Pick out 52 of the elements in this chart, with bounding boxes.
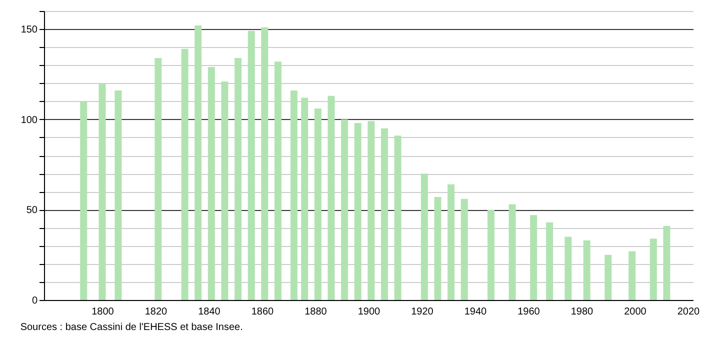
y-tick-label: 100: [20, 114, 38, 126]
bar: [314, 108, 322, 300]
x-tick-label: 1980: [570, 306, 594, 318]
bar: [114, 90, 122, 300]
x-tick-label: 1840: [198, 306, 221, 318]
bar: [394, 136, 402, 300]
bar: [628, 251, 636, 300]
bar: [301, 98, 308, 300]
bar: [341, 119, 348, 300]
bar: [487, 210, 494, 300]
bar: [248, 30, 255, 300]
bar: [261, 27, 268, 300]
bar: [194, 25, 202, 300]
source-note: Sources : base Cassini de l'EHESS et base Insee.: [20, 322, 243, 333]
bar: [530, 215, 538, 300]
bar: [80, 101, 88, 300]
bar: [420, 174, 428, 300]
bar: [546, 222, 554, 300]
bar: [663, 226, 670, 300]
x-tick-label: 2000: [624, 306, 647, 318]
bar: [650, 238, 657, 300]
bar: [354, 122, 362, 300]
bar: [234, 58, 242, 300]
x-tick-label: 1920: [411, 306, 434, 318]
y-tick-label: 0: [32, 296, 38, 306]
bar: [448, 184, 455, 300]
bar: [154, 58, 162, 300]
x-tick-label: 1860: [251, 306, 274, 318]
bar: [181, 48, 188, 300]
bar: [604, 254, 612, 300]
bar: [460, 198, 468, 300]
x-tick-label: 1900: [358, 306, 381, 318]
bar: [208, 66, 215, 300]
x-tick-label: 1960: [518, 306, 540, 318]
x-tick-label: 1820: [144, 306, 168, 318]
x-tick-label: 2020: [677, 306, 700, 318]
bar: [368, 121, 375, 300]
y-tick-label: 150: [20, 24, 38, 36]
bar: [564, 236, 572, 300]
bar: [434, 197, 442, 300]
bar: [274, 62, 282, 300]
bar: [290, 90, 298, 300]
bar: [583, 240, 590, 300]
y-tick-label: 50: [26, 205, 38, 216]
bar: [98, 83, 106, 300]
x-tick-label: 1940: [464, 306, 488, 318]
x-tick-label: 1880: [304, 306, 328, 318]
bar: [508, 204, 516, 300]
bar: [328, 96, 335, 300]
bar: [221, 81, 228, 300]
x-tick-label: 1800: [92, 306, 114, 318]
bar: [380, 128, 388, 300]
